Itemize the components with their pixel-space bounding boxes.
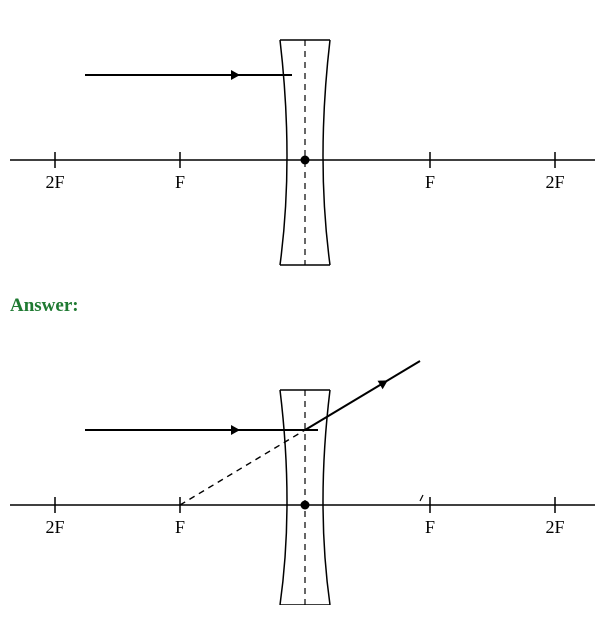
diagram-answer: 2F F F 2F xyxy=(0,345,605,605)
focal-point-label: 2F xyxy=(545,172,564,192)
focal-point-label: 2F xyxy=(45,517,64,537)
answer-label: Answer: xyxy=(10,295,79,317)
focal-point-label: F xyxy=(175,172,185,192)
focal-point-label: F xyxy=(425,172,435,192)
diagram-question: 2F F F 2F xyxy=(0,10,605,270)
focal-point-label: 2F xyxy=(45,172,64,192)
focal-point-label: F xyxy=(175,517,185,537)
focal-point-label: F xyxy=(425,517,435,537)
page: 2F F F 2F Answer: 2F F F 2F xyxy=(0,0,605,617)
focal-point-label: 2F xyxy=(545,517,564,537)
